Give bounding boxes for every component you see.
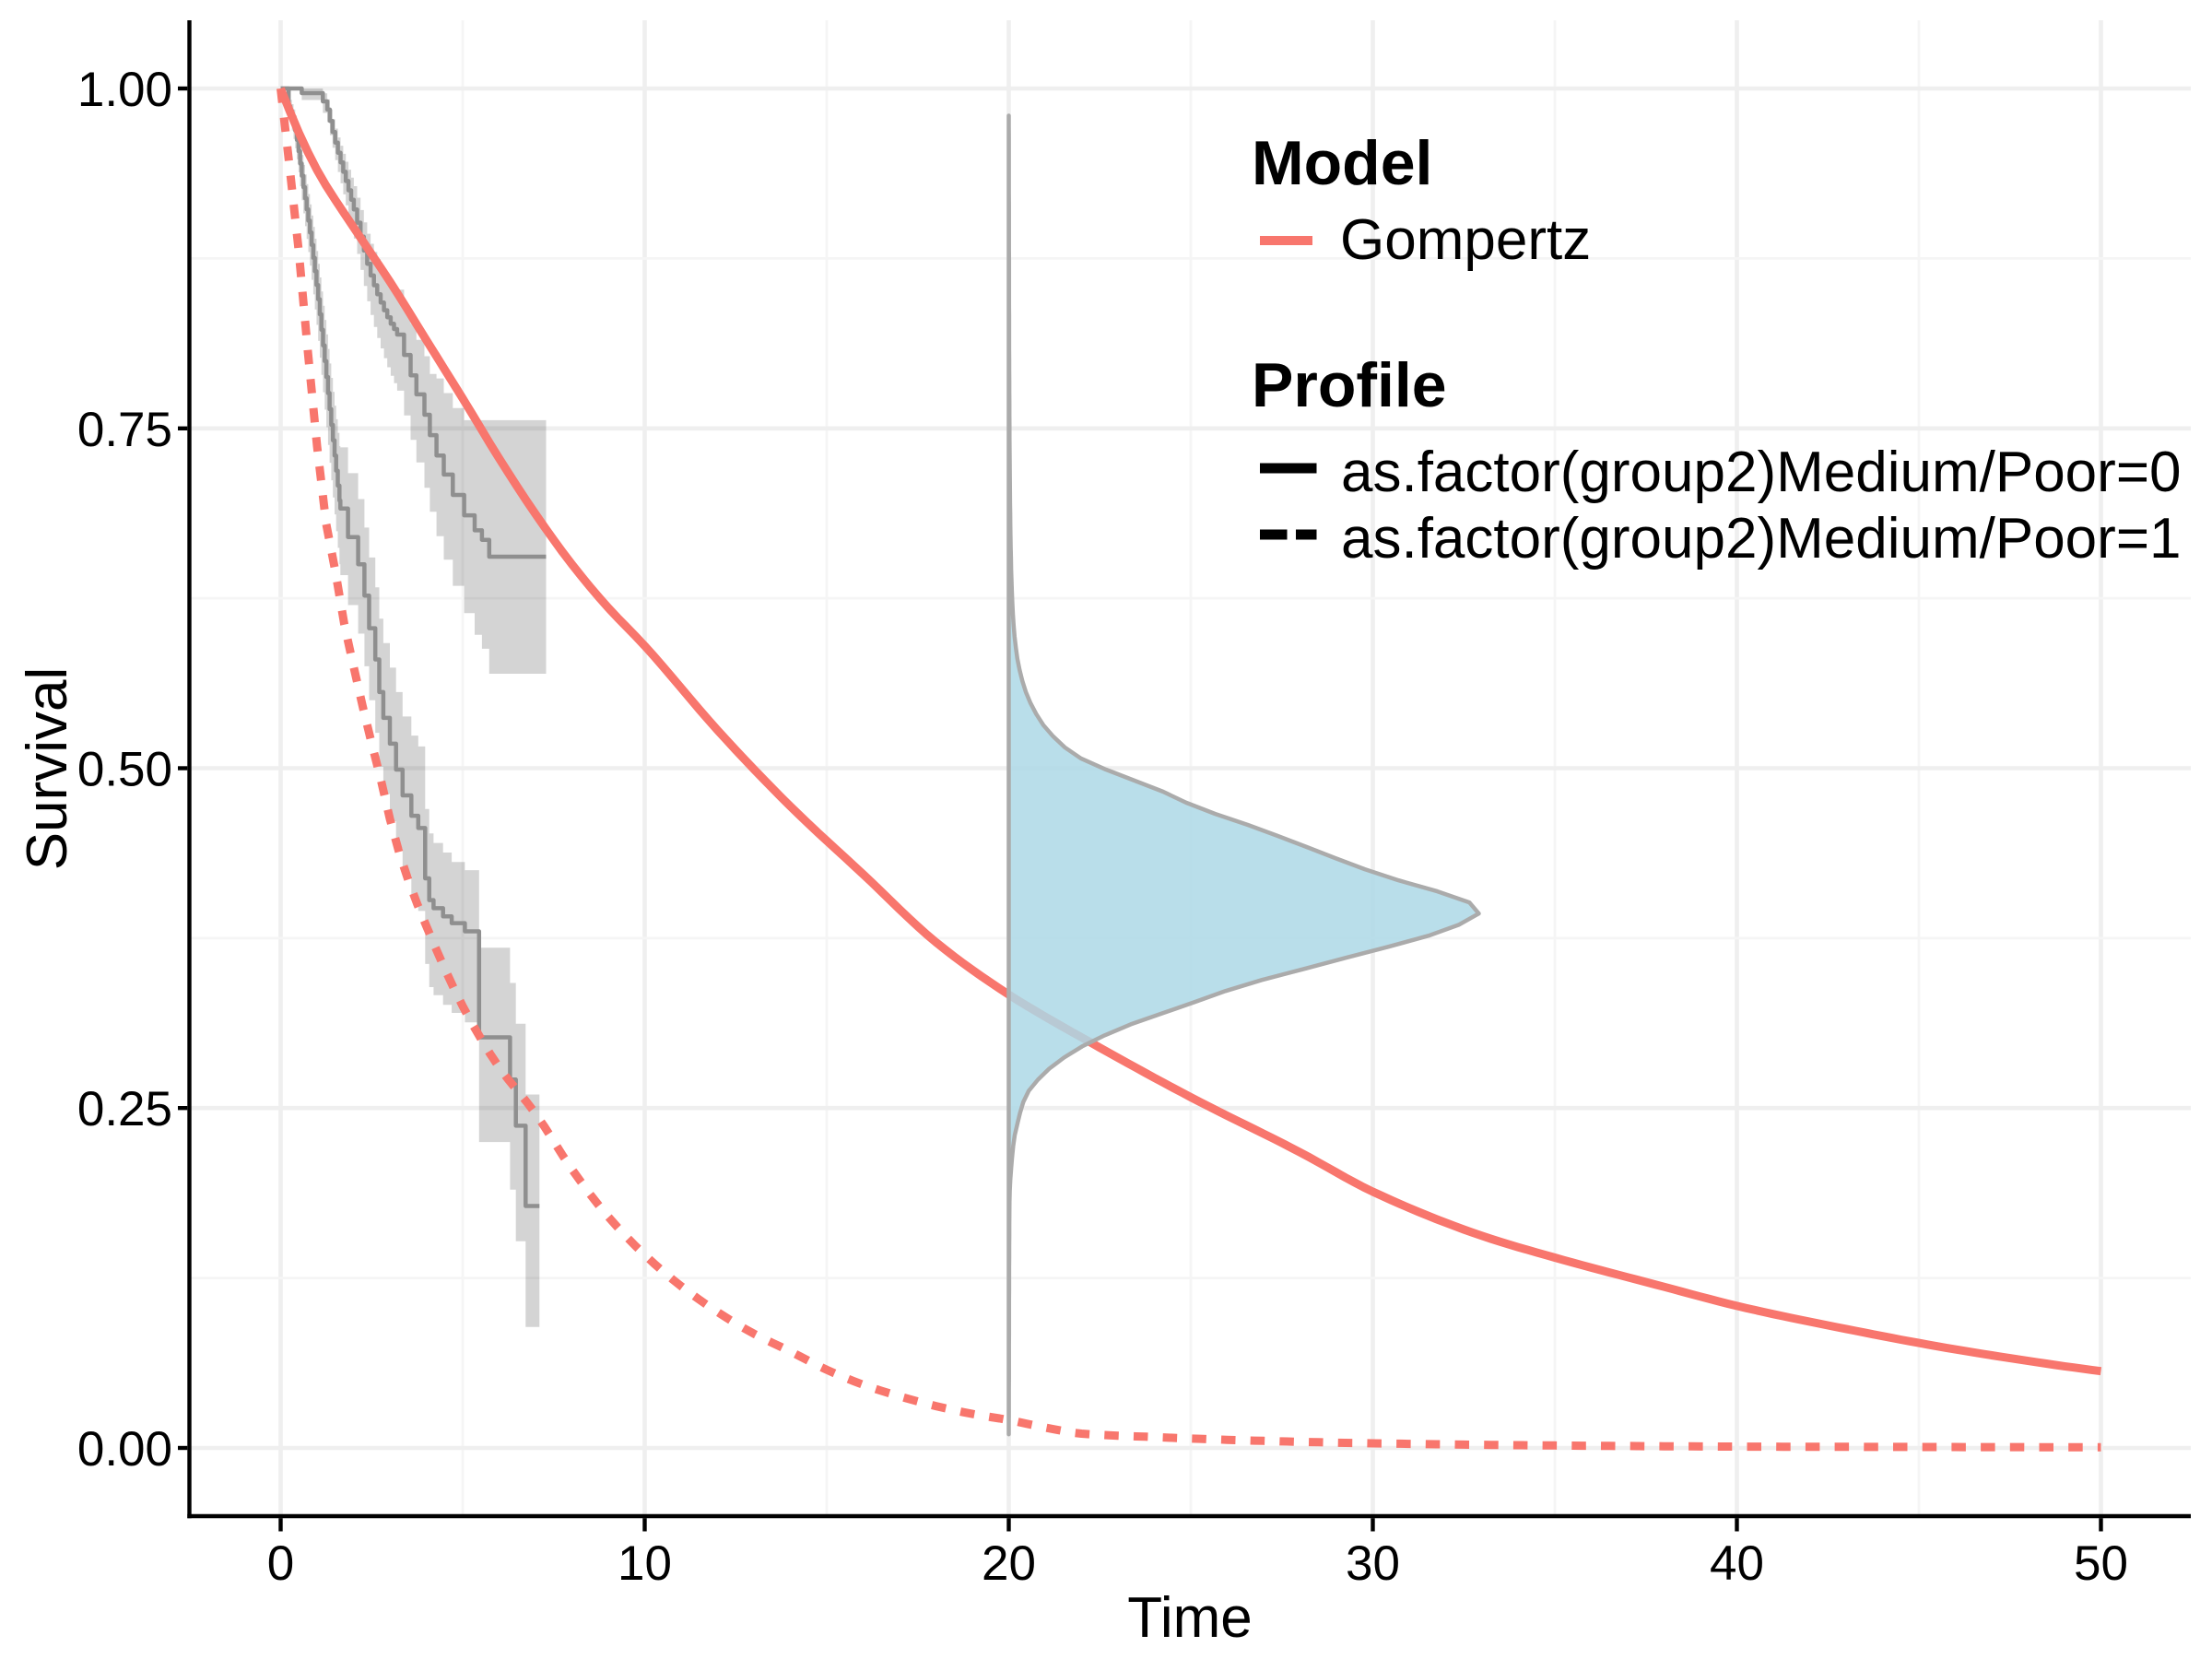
svg-text:50: 50	[2074, 1536, 2128, 1591]
svg-text:20: 20	[982, 1536, 1036, 1591]
svg-text:0: 0	[267, 1536, 294, 1591]
svg-text:Time: Time	[1127, 1586, 1252, 1650]
svg-text:as.factor(group2)Medium/Poor=1: as.factor(group2)Medium/Poor=1	[1341, 507, 2182, 571]
svg-text:0.50: 0.50	[77, 743, 172, 797]
svg-text:0.25: 0.25	[77, 1082, 172, 1136]
svg-text:Model: Model	[1252, 128, 1432, 198]
svg-text:0.75: 0.75	[77, 403, 172, 457]
svg-text:Gompertz: Gompertz	[1340, 208, 1591, 272]
svg-text:1.00: 1.00	[77, 63, 172, 117]
svg-text:Profile: Profile	[1252, 350, 1447, 420]
svg-text:30: 30	[1346, 1536, 1400, 1591]
svg-text:as.factor(group2)Medium/Poor=0: as.factor(group2)Medium/Poor=0	[1341, 441, 2182, 504]
svg-text:Survival: Survival	[16, 667, 79, 871]
svg-text:0.00: 0.00	[77, 1422, 172, 1477]
svg-text:10: 10	[618, 1536, 672, 1591]
svg-text:40: 40	[1710, 1536, 1764, 1591]
